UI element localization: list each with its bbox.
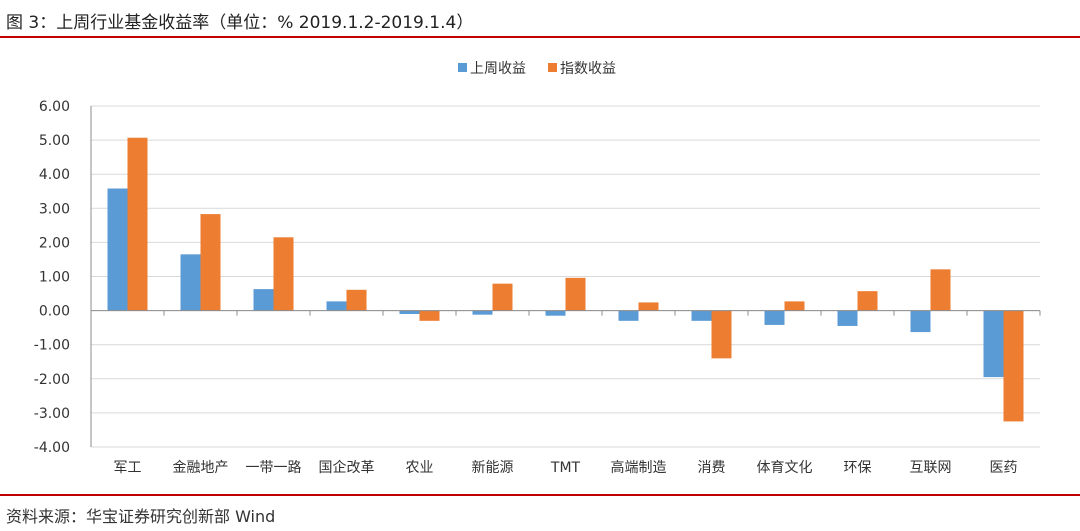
y-tick-label: 0.00 [39,304,70,320]
bar-weekly-return [180,254,201,311]
y-tick-label: 6.00 [39,99,70,115]
x-category-label: 国企改革 [319,459,375,476]
bar-index-return [638,302,659,311]
source-rule [0,494,1080,496]
x-category-label: 新能源 [472,460,514,476]
bar-index-return [419,310,440,321]
bar-index-return [565,277,586,311]
bar-weekly-return [618,310,639,321]
figure-title: 图 3：上周行业基金收益率（单位：% 2019.1.2-2019.1.4） [6,13,474,33]
bar-chart: 6.00 5.00 4.00 3.00 2.00 1.00 0.00 -1.00 -2.00 -3… [34,61,1041,476]
bar-index-return [711,310,732,359]
y-tick-label: -4.00 [34,440,70,456]
bar-weekly-return [399,310,420,315]
bar-weekly-return [983,310,1004,378]
x-category-label: 高端制造 [611,459,667,476]
title-rule [0,36,1080,38]
y-tick-label: -1.00 [34,338,70,354]
x-category-label: 消费 [698,460,726,476]
legend-label: 上周收益 [470,61,526,77]
bar-index-return [857,291,878,311]
bar-index-return [273,237,294,311]
y-tick-label: 4.00 [39,167,70,183]
bar-index-return [200,214,221,311]
y-tick-label: -2.00 [34,372,70,388]
y-tick-label: -3.00 [34,406,70,422]
legend-label: 指数收益 [560,61,616,77]
x-category-label: 农业 [406,460,434,476]
y-tick-label: 2.00 [39,235,70,251]
source-note: 资料来源：华宝证券研究创新部 Wind [6,507,276,526]
legend-swatch [548,63,557,72]
y-tick-label: 3.00 [39,201,70,217]
bar-weekly-return [545,310,566,316]
bar-index-return [930,269,951,311]
x-category-label: 互联网 [910,460,952,476]
y-tick-label: 1.00 [39,270,70,286]
bar-index-return [346,289,367,311]
bar-index-return [784,301,805,311]
bar-weekly-return [326,301,347,311]
legend-swatch [458,63,467,72]
x-category-label: 体育文化 [757,460,813,476]
x-category-label: 金融地产 [173,460,229,476]
bar-weekly-return [691,310,712,321]
bar-weekly-return [253,289,274,311]
bar-weekly-return [107,188,128,311]
bar-weekly-return [837,310,858,326]
x-category-label: 一带一路 [246,460,302,476]
bar-index-return [127,137,148,311]
bar-weekly-return [910,310,931,333]
bar-index-return [1003,310,1024,422]
bar-weekly-return [472,310,493,315]
x-category-label: 军工 [114,460,142,476]
x-category-label: TMT [550,460,581,476]
x-category-label: 环保 [844,460,872,476]
bar-index-return [492,283,513,311]
x-category-label: 医药 [990,460,1018,476]
bar-weekly-return [764,310,785,325]
y-tick-label: 5.00 [39,133,70,149]
